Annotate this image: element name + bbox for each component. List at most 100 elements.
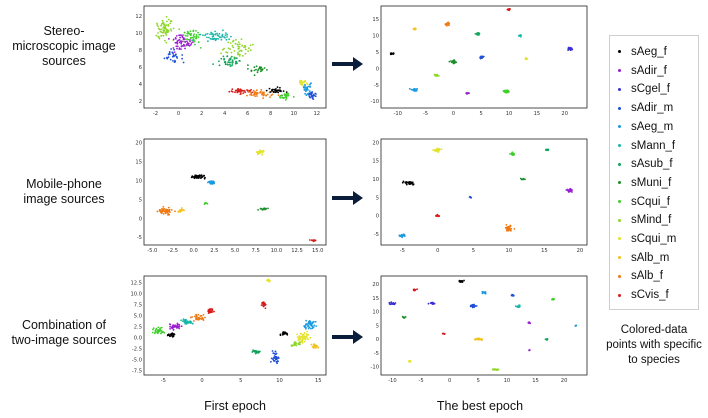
x-tick-label: 4 bbox=[223, 111, 227, 117]
data-point bbox=[260, 89, 263, 91]
data-point bbox=[239, 90, 241, 92]
data-point bbox=[474, 338, 476, 341]
data-point bbox=[202, 314, 205, 316]
data-point bbox=[261, 92, 264, 95]
data-point bbox=[286, 93, 289, 95]
data-point bbox=[292, 96, 295, 98]
data-point bbox=[184, 45, 187, 47]
data-point bbox=[392, 53, 395, 55]
legend-item: sAlb_m bbox=[618, 250, 669, 266]
cluster-sCvis_f bbox=[435, 213, 441, 218]
data-point bbox=[262, 305, 265, 307]
data-point bbox=[478, 32, 480, 35]
data-point bbox=[206, 33, 209, 35]
data-point bbox=[160, 35, 162, 37]
data-point bbox=[401, 181, 404, 184]
data-point bbox=[510, 230, 512, 232]
data-point bbox=[566, 189, 569, 191]
y-tick-label: 12 bbox=[135, 14, 142, 20]
y-tick-label: 12.5 bbox=[130, 280, 142, 286]
data-point bbox=[304, 335, 307, 338]
x-tick-label: 20 bbox=[561, 111, 568, 117]
data-point bbox=[506, 91, 509, 94]
data-point bbox=[229, 61, 232, 64]
data-point bbox=[474, 33, 477, 35]
data-point bbox=[235, 57, 238, 60]
data-point bbox=[313, 239, 316, 242]
data-point bbox=[157, 329, 159, 331]
data-point bbox=[303, 340, 306, 343]
cluster-sCvis_f bbox=[412, 288, 418, 292]
y-tick-label: 10.0 bbox=[130, 291, 142, 297]
data-point bbox=[190, 321, 192, 324]
data-point bbox=[305, 323, 308, 325]
data-point bbox=[275, 88, 277, 90]
data-point bbox=[161, 207, 163, 210]
data-point bbox=[159, 211, 162, 214]
data-point bbox=[221, 33, 224, 36]
data-point bbox=[299, 332, 302, 335]
legend-marker bbox=[618, 256, 621, 260]
data-point bbox=[188, 32, 191, 35]
data-point bbox=[167, 212, 169, 215]
data-point bbox=[546, 338, 549, 341]
cluster-sAsub_f bbox=[544, 338, 549, 341]
data-point bbox=[304, 86, 306, 88]
data-point bbox=[401, 233, 403, 236]
data-point bbox=[502, 90, 505, 92]
cluster-sAeg_m bbox=[207, 180, 215, 185]
data-point bbox=[284, 93, 287, 96]
data-point bbox=[168, 52, 171, 54]
plot-stereo-best: -10 -5 0 5 10 15 20 15 10 5 0 -5 -10 bbox=[371, 5, 588, 117]
data-point bbox=[405, 181, 408, 184]
data-point bbox=[260, 304, 263, 306]
data-point bbox=[227, 61, 229, 63]
data-point bbox=[209, 311, 211, 314]
data-point bbox=[285, 94, 288, 97]
data-point bbox=[213, 310, 215, 313]
data-point bbox=[282, 90, 285, 92]
legend-item: sCqui_f bbox=[618, 194, 670, 210]
data-point bbox=[186, 30, 189, 33]
data-point bbox=[414, 27, 416, 29]
data-point bbox=[448, 60, 451, 63]
data-point bbox=[253, 66, 256, 69]
data-point bbox=[471, 305, 473, 308]
plot-combination-first: -5 0 5 10 15 12.5 10.0 7.5 5.0 2.5 0.0 -2.5 -5.0 -7.5 bbox=[130, 275, 327, 384]
data-point bbox=[234, 91, 236, 94]
data-point bbox=[156, 22, 158, 25]
data-point bbox=[244, 48, 247, 51]
data-point bbox=[243, 89, 246, 92]
cluster-sAlb_f bbox=[156, 206, 176, 216]
cluster-sCqui_m bbox=[266, 278, 271, 283]
data-point bbox=[314, 320, 317, 323]
x-tick-label: -10 bbox=[388, 378, 396, 384]
data-point bbox=[227, 47, 230, 50]
data-point bbox=[204, 176, 206, 179]
x-tick-label: 10.0 bbox=[271, 248, 283, 254]
data-point bbox=[212, 33, 215, 36]
data-point bbox=[170, 48, 172, 50]
y-tick-label: 10 bbox=[135, 178, 142, 184]
data-point bbox=[230, 55, 233, 58]
data-point bbox=[302, 333, 305, 336]
data-point bbox=[172, 335, 175, 338]
data-point bbox=[177, 39, 180, 42]
data-point bbox=[547, 149, 549, 152]
cluster-sAdir_f bbox=[527, 321, 532, 325]
x-tick-label: 20 bbox=[577, 248, 584, 254]
x-tick-label: 20 bbox=[561, 378, 568, 384]
legend-label: sMann_f bbox=[631, 139, 676, 152]
data-point bbox=[528, 322, 531, 324]
data-point bbox=[310, 327, 312, 330]
legend-label: sCvis_f bbox=[631, 289, 669, 302]
data-point bbox=[404, 181, 407, 184]
data-point bbox=[232, 46, 235, 49]
data-point bbox=[270, 360, 272, 363]
data-point bbox=[277, 94, 280, 96]
data-point bbox=[168, 213, 171, 216]
cluster-sMind_f bbox=[290, 341, 301, 347]
data-point bbox=[169, 28, 172, 30]
data-point bbox=[163, 24, 165, 26]
data-point bbox=[263, 207, 266, 210]
